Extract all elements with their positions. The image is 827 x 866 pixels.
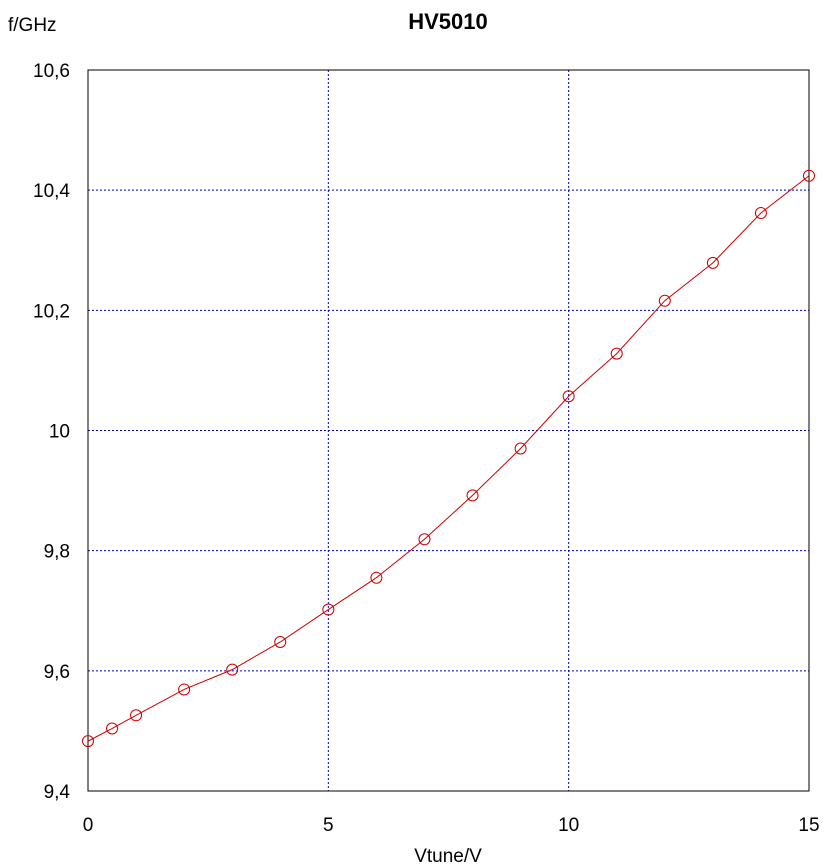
chart-title: HV5010 <box>408 9 488 34</box>
series-line <box>87 175 810 742</box>
data-point-marker <box>82 735 94 748</box>
x-tick-label: 10 <box>558 815 579 836</box>
x-tick-label: 5 <box>323 815 334 836</box>
data-point-marker <box>322 603 335 616</box>
plot-frame <box>87 69 810 792</box>
data-point-marker <box>370 571 383 584</box>
y-tick-label: 10 <box>49 422 70 443</box>
tick-layer: 0 5 10 15 9,4 9,6 9,8 10 10,2 10,4 10,6 <box>33 61 820 836</box>
data-point-marker <box>706 256 719 269</box>
series-layer <box>82 169 815 748</box>
y-tick-label: 10,2 <box>33 301 70 322</box>
y-tick-label: 9,6 <box>44 662 70 683</box>
data-point-marker <box>274 635 287 648</box>
y-tick-label: 10,4 <box>33 181 70 202</box>
data-point-marker <box>658 294 671 307</box>
data-point-marker <box>803 169 815 182</box>
data-point-marker <box>418 533 431 546</box>
y-tick-label: 10,6 <box>33 61 70 82</box>
data-point-marker <box>106 722 119 735</box>
x-axis-label: Vtune/V <box>414 846 482 866</box>
y-tick-label: 9,8 <box>44 542 70 563</box>
x-tick-label: 0 <box>83 815 94 836</box>
data-point-marker <box>466 489 479 502</box>
data-point-marker <box>610 347 623 360</box>
grid-layer <box>87 69 810 792</box>
data-point-marker <box>562 390 575 403</box>
data-point-marker <box>514 442 527 455</box>
data-point-marker <box>754 206 767 219</box>
y-tick-label: 9,4 <box>44 782 71 803</box>
y-axis-label: f/GHz <box>8 15 57 36</box>
data-point-marker <box>226 663 239 676</box>
x-tick-label: 15 <box>798 815 819 836</box>
data-point-marker <box>178 683 191 696</box>
data-point-marker <box>130 709 143 722</box>
